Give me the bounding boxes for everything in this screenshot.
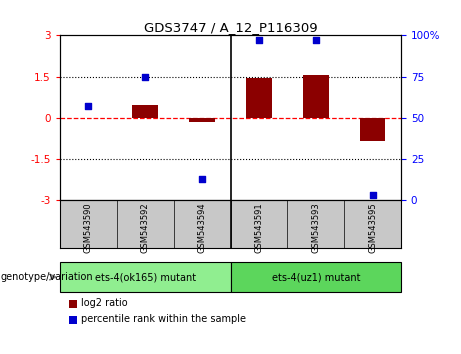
Bar — [132, 105, 158, 118]
Text: GSM543591: GSM543591 — [254, 202, 263, 253]
Text: percentile rank within the sample: percentile rank within the sample — [81, 314, 246, 324]
Point — [85, 103, 92, 109]
Text: GSM543594: GSM543594 — [198, 202, 207, 253]
Text: log2 ratio: log2 ratio — [81, 298, 127, 308]
Text: GSM543590: GSM543590 — [84, 202, 93, 253]
Text: ets-4(uz1) mutant: ets-4(uz1) mutant — [272, 272, 360, 282]
Bar — [69, 316, 77, 324]
Point — [369, 192, 376, 198]
Text: GSM543593: GSM543593 — [311, 202, 320, 253]
Point — [255, 38, 263, 43]
Title: GDS3747 / A_12_P116309: GDS3747 / A_12_P116309 — [144, 21, 317, 34]
Bar — [189, 118, 215, 122]
Text: ets-4(ok165) mutant: ets-4(ok165) mutant — [95, 272, 196, 282]
Point — [198, 176, 206, 181]
Point — [142, 74, 149, 79]
Bar — [303, 75, 329, 118]
Bar — [60, 262, 230, 292]
Bar — [360, 118, 385, 141]
Bar — [246, 78, 272, 118]
Point — [312, 38, 319, 43]
Text: genotype/variation: genotype/variation — [0, 272, 93, 282]
Text: GSM543592: GSM543592 — [141, 202, 150, 253]
Bar — [69, 300, 77, 308]
Text: GSM543595: GSM543595 — [368, 202, 377, 253]
Bar — [230, 262, 401, 292]
